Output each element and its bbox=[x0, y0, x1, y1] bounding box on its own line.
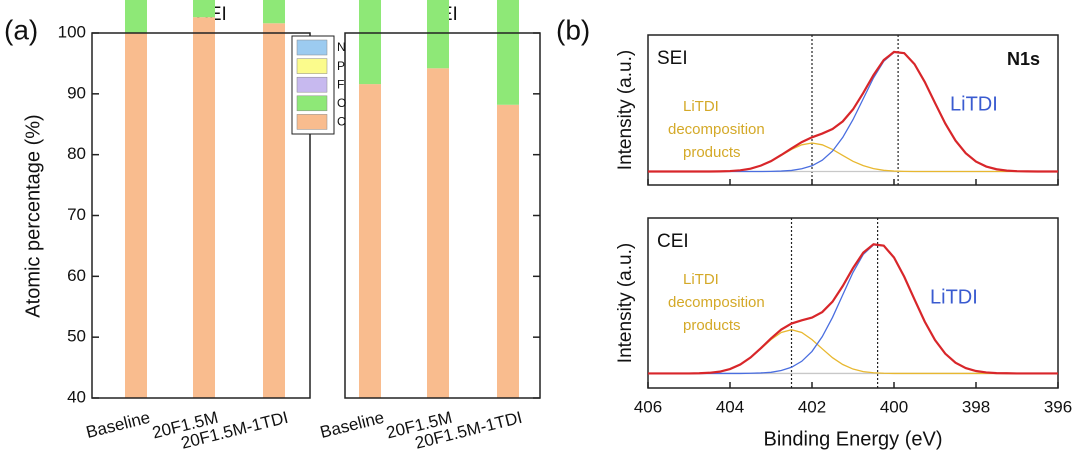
y-tick-label: 40 bbox=[67, 387, 86, 406]
legend-swatch bbox=[296, 39, 328, 56]
axis-frame bbox=[647, 217, 1059, 389]
bar-segment bbox=[359, 84, 381, 398]
axis-frame bbox=[647, 34, 1059, 186]
annotation: decomposition bbox=[668, 294, 765, 311]
legend-label: P bbox=[337, 59, 345, 73]
bar-segment bbox=[193, 0, 215, 18]
bar-segment bbox=[125, 33, 147, 398]
x-tick-label: Baseline bbox=[84, 408, 152, 442]
legend-swatch bbox=[296, 58, 328, 74]
x-tick-label: Baseline bbox=[318, 408, 386, 442]
legend-swatch bbox=[296, 95, 328, 112]
y-tick-label: 50 bbox=[67, 327, 86, 346]
bar-segment bbox=[193, 17, 215, 399]
legend-label: O bbox=[337, 96, 346, 110]
panel-label: (a) bbox=[4, 14, 38, 45]
bar-segment bbox=[263, 0, 285, 24]
spectrum-line bbox=[648, 50, 1058, 173]
annotation: N1s bbox=[1007, 49, 1040, 69]
bar-segment bbox=[125, 0, 147, 34]
legend-swatch bbox=[296, 76, 328, 93]
annotation: LiTDI bbox=[950, 93, 998, 115]
legend-swatch bbox=[296, 114, 328, 130]
bar-segment bbox=[497, 0, 519, 105]
y-axis-label: Intensity (a.u.) bbox=[615, 243, 636, 363]
annotation: LiTDI bbox=[930, 286, 978, 308]
annotation: LiTDI bbox=[683, 98, 719, 115]
bar-segment bbox=[263, 23, 285, 399]
spectrum-line bbox=[648, 243, 1058, 375]
x-axis-label: Binding Energy (eV) bbox=[764, 428, 943, 450]
y-tick-label: 90 bbox=[67, 83, 86, 102]
bar-segment bbox=[497, 104, 519, 399]
subplot-label: SEI bbox=[657, 48, 688, 69]
x-tick-label: 400 bbox=[880, 397, 908, 416]
y-axis-label: Atomic percentage (%) bbox=[22, 114, 44, 317]
bar-segment bbox=[427, 68, 449, 399]
panel-label: (b) bbox=[556, 14, 590, 45]
y-axis-label: Intensity (a.u.) bbox=[615, 50, 636, 170]
x-tick-label: 402 bbox=[798, 397, 826, 416]
y-tick-label: 60 bbox=[67, 266, 86, 285]
spectrum-line bbox=[648, 329, 1058, 375]
subplot-label: CEI bbox=[657, 231, 689, 252]
x-tick-label: 406 bbox=[634, 397, 662, 416]
bar-segment bbox=[359, 0, 381, 85]
legend-label: C bbox=[337, 115, 346, 129]
y-tick-label: 80 bbox=[67, 144, 86, 163]
y-tick-label: 100 bbox=[58, 22, 86, 41]
annotation: decomposition bbox=[668, 121, 765, 138]
annotation: LiTDI bbox=[683, 271, 719, 288]
x-tick-label: 404 bbox=[716, 397, 744, 416]
legend-label: F bbox=[337, 77, 344, 91]
legend-label: N bbox=[337, 40, 346, 54]
x-tick-label: 398 bbox=[962, 397, 990, 416]
x-tick-label: 396 bbox=[1044, 397, 1072, 416]
annotation: products bbox=[683, 144, 741, 161]
y-tick-label: 70 bbox=[67, 205, 86, 224]
bar-segment bbox=[427, 0, 449, 69]
annotation: products bbox=[683, 317, 741, 334]
